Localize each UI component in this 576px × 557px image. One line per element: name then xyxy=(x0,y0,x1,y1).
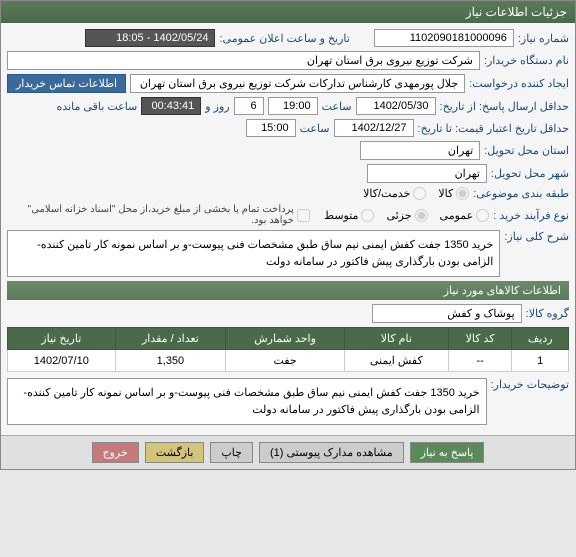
cell-name: کفش ایمنی xyxy=(344,350,448,372)
contact-info-button[interactable]: اطلاعات تماس خریدار xyxy=(7,74,126,93)
cell-date: 1402/07/10 xyxy=(8,350,116,372)
requester-label: ایجاد کننده درخواست: xyxy=(469,77,569,90)
deadline-time-field: 19:00 xyxy=(268,97,318,115)
desc-label: شرح کلی نیاز: xyxy=(504,230,569,243)
datetime-label: تاریخ و ساعت اعلان عمومی: xyxy=(219,32,349,45)
buyer-notes-text: خرید 1350 جفت کفش ایمنی نیم ساق طبق مشخص… xyxy=(7,378,487,425)
process-medium-radio[interactable]: متوسط xyxy=(324,209,375,222)
th-row: ردیف xyxy=(512,328,569,350)
city-label: شهر محل تحویل: xyxy=(491,167,569,180)
exit-button[interactable]: خروج xyxy=(92,442,139,463)
deadline-label: حداقل ارسال پاسخ: از تاریخ: xyxy=(440,100,569,113)
th-qty: تعداد / مقدار xyxy=(115,328,226,350)
attachments-button[interactable]: مشاهده مدارک پیوستی (1) xyxy=(259,442,404,463)
remaining-time-field: 00:43:41 xyxy=(141,97,201,115)
respond-button[interactable]: پاسخ به نیاز xyxy=(410,442,485,463)
goods-section-header: اطلاعات کالاهای مورد نیاز xyxy=(7,281,569,300)
process-medium-label: متوسط xyxy=(324,209,359,222)
location-label: استان محل تحویل: xyxy=(484,144,569,157)
category-goods-label: کالا xyxy=(438,187,453,200)
process-public-radio[interactable]: عمومی xyxy=(440,209,490,222)
category-service-radio[interactable]: خدمت/کالا xyxy=(363,187,426,200)
process-public-label: عمومی xyxy=(440,209,474,222)
cell-qty: 1,350 xyxy=(115,350,226,372)
buyer-org-field: شرکت توزیع نیروی برق استان تهران xyxy=(7,51,480,70)
cell-unit: جفت xyxy=(226,350,345,372)
deadline-time-label: ساعت xyxy=(322,100,352,113)
city-field: تهران xyxy=(367,164,487,183)
location-field: تهران xyxy=(360,141,480,160)
requester-field: جلال پورمهدی کارشناس تدارکات شرکت توزیع … xyxy=(130,74,465,93)
cell-row: 1 xyxy=(512,350,569,372)
table-row[interactable]: 1 -- کفش ایمنی جفت 1,350 1402/07/10 xyxy=(8,350,569,372)
cell-code: -- xyxy=(448,350,512,372)
validity-time-label: ساعت xyxy=(300,122,330,135)
th-code: کد کالا xyxy=(448,328,512,350)
goods-group-label: گروه کالا: xyxy=(526,307,569,320)
process-partial-radio[interactable]: جزئی xyxy=(386,209,427,222)
desc-text: خرید 1350 جفت کفش ایمنی نیم ساق طبق مشخص… xyxy=(7,230,500,277)
th-date: تاریخ نیاز xyxy=(8,328,116,350)
goods-group-field: پوشاک و کفش xyxy=(372,304,522,323)
payment-note-label: پرداخت تمام یا بخشی از مبلغ خرید،از محل … xyxy=(7,204,294,226)
process-label: نوع فرآیند خرید : xyxy=(493,209,569,222)
validity-time-field: 15:00 xyxy=(246,119,296,137)
buyer-org-label: نام دستگاه خریدار: xyxy=(484,54,569,67)
window-titlebar: جزئیات اطلاعات نیاز xyxy=(1,1,575,23)
th-name: نام کالا xyxy=(344,328,448,350)
category-service-label: خدمت/کالا xyxy=(363,187,410,200)
goods-table: ردیف کد کالا نام کالا واحد شمارش تعداد /… xyxy=(7,327,569,372)
deadline-date-field: 1402/05/30 xyxy=(356,97,436,115)
datetime-field: 1402/05/24 - 18:05 xyxy=(85,29,215,47)
validity-date-field: 1402/12/27 xyxy=(334,119,414,137)
back-button[interactable]: بازگشت xyxy=(145,442,205,463)
need-number-field: 1102090181000096 xyxy=(374,29,514,47)
buyer-notes-label: توضیحات خریدار: xyxy=(491,378,569,391)
days-label: روز و xyxy=(205,100,229,113)
need-number-label: شماره نیاز: xyxy=(518,32,569,45)
process-partial-label: جزئی xyxy=(386,209,411,222)
category-label: طبقه بندی موضوعی: xyxy=(473,187,569,200)
category-goods-radio[interactable]: کالا xyxy=(438,187,469,200)
remaining-label: ساعت باقی مانده xyxy=(57,100,138,113)
days-field: 6 xyxy=(234,97,264,115)
validity-label: حداقل تاریخ اعتبار قیمت: تا تاریخ: xyxy=(418,122,569,135)
th-unit: واحد شمارش xyxy=(226,328,345,350)
print-button[interactable]: چاپ xyxy=(210,442,253,463)
payment-checkbox[interactable]: پرداخت تمام یا بخشی از مبلغ خرید،از محل … xyxy=(7,204,310,226)
